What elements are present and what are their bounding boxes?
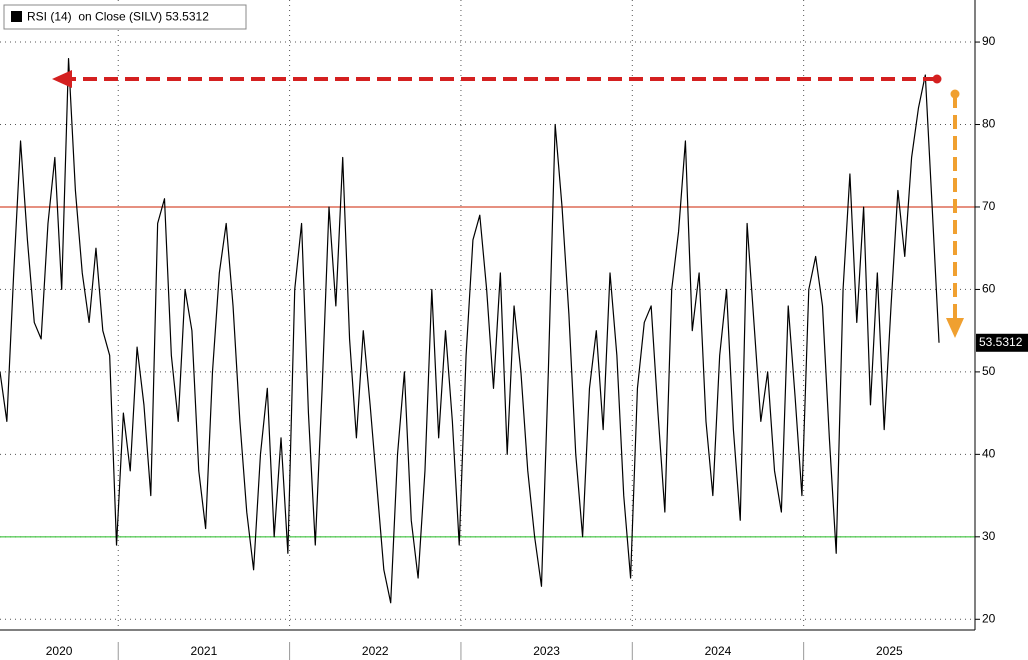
- x-tick-label: 2024: [705, 644, 732, 658]
- legend: RSI (14) on Close (SILV) 53.5312: [3, 4, 247, 30]
- x-tick-label: 2023: [533, 644, 560, 658]
- last-value-tag: [976, 333, 1028, 352]
- x-tick-label: 2021: [191, 644, 218, 658]
- y-tick-label: 50: [982, 364, 996, 378]
- red-arrow-head: [52, 70, 72, 88]
- orange-arrow: [946, 89, 964, 338]
- y-tick-label: 40: [982, 447, 996, 461]
- x-tick-label: 2020: [46, 644, 73, 658]
- grid: [0, 0, 975, 630]
- legend-label: RSI (14) on Close (SILV) 53.5312: [27, 10, 209, 24]
- y-tick-label: 70: [982, 199, 996, 213]
- red-dot: [932, 74, 942, 84]
- legend-box: [3, 4, 247, 30]
- x-tick-label: 2025: [876, 644, 903, 658]
- red-arrow: [52, 70, 942, 88]
- y-tick-label: 80: [982, 117, 996, 131]
- orange-arrow-head: [946, 318, 964, 338]
- rsi-line: [0, 57, 940, 604]
- axis-labels: 20 30 40 50 60 70 80 90 2020 2021 2022 2023 2024 2025…: [46, 34, 1028, 660]
- y-tick-label: 90: [982, 34, 996, 48]
- y-tick-label: 20: [982, 611, 996, 625]
- legend-swatch: [11, 11, 22, 22]
- x-tick-label: 2022: [362, 644, 389, 658]
- y-tick-label: 60: [982, 282, 996, 296]
- y-tick-label: 30: [982, 529, 996, 543]
- last-value-label: 53.5312: [979, 335, 1023, 349]
- plot: [0, 57, 975, 604]
